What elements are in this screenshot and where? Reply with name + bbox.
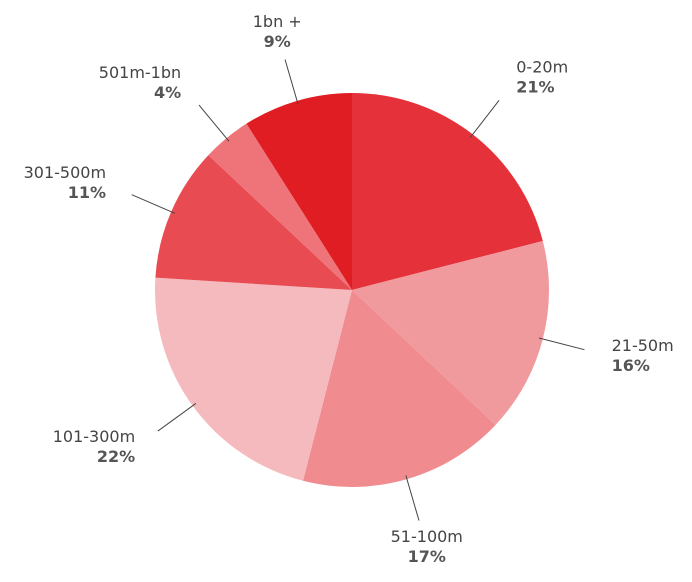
leader-line <box>198 104 230 142</box>
slice-value-label: 11% <box>68 183 106 202</box>
leader-line <box>284 59 299 105</box>
slice-value-label: 16% <box>612 356 650 375</box>
pie-slice <box>208 123 352 291</box>
slice-label: 1bn + <box>253 12 302 31</box>
pie-slice <box>155 155 352 290</box>
slice-label: 501m-1bn <box>99 63 181 82</box>
pie-slice <box>352 93 543 290</box>
pie-slice <box>352 241 549 425</box>
leader-line <box>538 337 585 351</box>
pie-slice <box>154 277 352 481</box>
slice-label: 101-300m <box>53 427 135 446</box>
pie-slice <box>246 93 352 290</box>
slice-value-label: 22% <box>97 447 135 466</box>
slice-value-label: 17% <box>408 547 446 566</box>
leader-line <box>469 100 500 138</box>
slice-label: 0-20m <box>516 58 568 77</box>
leader-line <box>131 194 176 214</box>
leader-line <box>405 475 420 521</box>
slice-value-label: 21% <box>516 78 554 97</box>
pie-slice <box>303 290 496 487</box>
slice-value-label: 9% <box>264 32 291 51</box>
leader-line <box>157 403 197 432</box>
slice-label: 21-50m <box>612 336 674 355</box>
slice-value-label: 4% <box>154 83 181 102</box>
slice-label: 51-100m <box>391 527 463 546</box>
slice-label: 301-500m <box>24 163 106 182</box>
